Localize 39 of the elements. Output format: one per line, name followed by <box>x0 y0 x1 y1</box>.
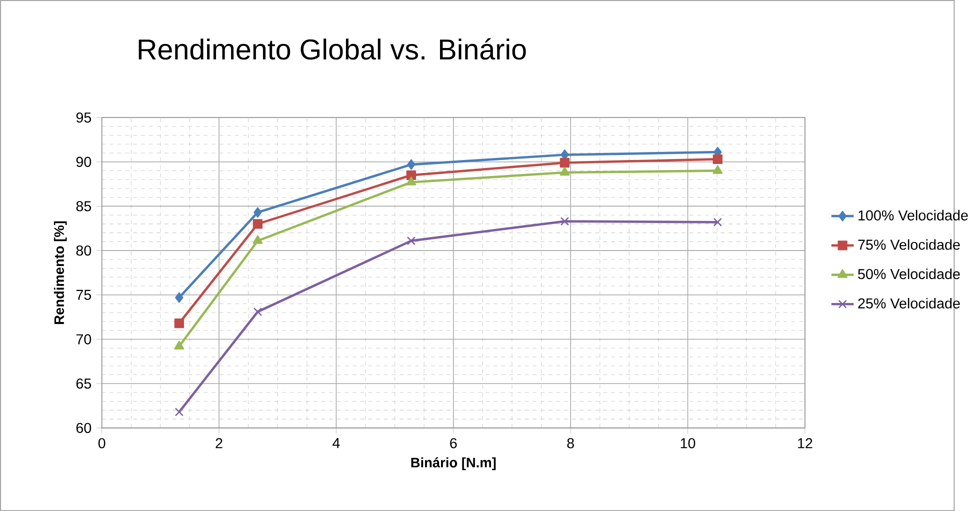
y-tick-label: 80 <box>76 245 92 256</box>
point <box>174 408 184 416</box>
legend-label: 25% Velocidade <box>858 298 960 308</box>
point <box>712 154 722 164</box>
y-tick-label: 75 <box>76 290 92 300</box>
x-tick-label: 8 <box>567 438 574 448</box>
point <box>406 176 416 186</box>
y-tick-label: 95 <box>76 112 92 123</box>
legend-label: 100% Velocidade <box>858 210 968 220</box>
point <box>254 207 262 218</box>
chart-title: Rendimento Global vs. Binário <box>138 38 526 60</box>
point <box>174 340 184 350</box>
y-tick-label: 85 <box>76 201 92 212</box>
y-tick-label: 70 <box>76 334 92 344</box>
legend-label: 75% Velocidade <box>858 239 960 250</box>
x-tick-label: 12 <box>798 438 812 448</box>
point <box>560 158 570 168</box>
point <box>713 218 722 226</box>
point <box>252 219 263 229</box>
point <box>407 159 416 170</box>
x-tick-label: 4 <box>332 438 340 448</box>
point <box>712 165 723 174</box>
y-tick-label: 65 <box>76 378 92 389</box>
point <box>175 292 184 303</box>
point <box>174 318 184 328</box>
y-tick-label: 90 <box>76 156 92 167</box>
x-tick-label: 6 <box>450 438 457 448</box>
legend-label: 50% Velocidade <box>858 268 960 280</box>
x-axis-title: Binário [N.m] <box>411 457 496 470</box>
point <box>560 216 570 226</box>
point <box>560 166 570 176</box>
y-tick-label: 60 <box>76 422 92 433</box>
point <box>253 307 262 316</box>
y-axis-title: Rendimento [%] <box>54 221 67 324</box>
x-tick-label: 2 <box>216 438 222 448</box>
point <box>406 236 416 246</box>
x-tick-label: 10 <box>680 438 696 448</box>
point <box>252 235 263 244</box>
x-tick-label: 0 <box>98 438 106 448</box>
